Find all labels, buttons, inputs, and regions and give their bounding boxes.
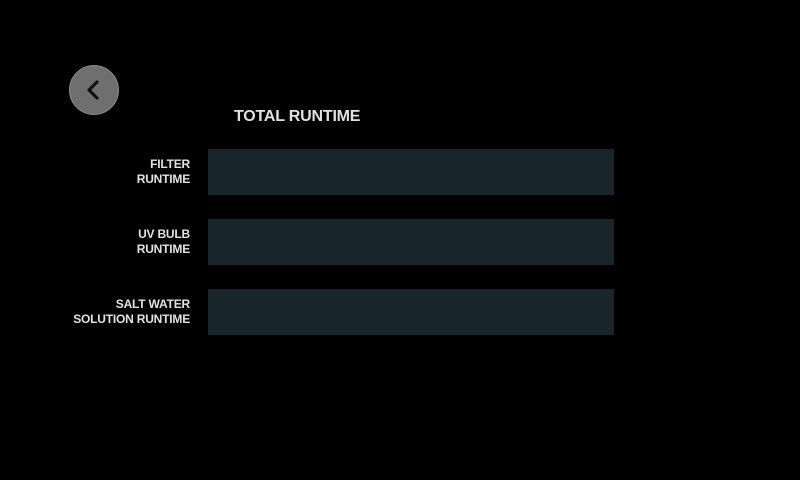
back-button[interactable] [69,65,119,115]
page-title: TOTAL RUNTIME [234,108,361,125]
filter-runtime-value [208,149,614,195]
salt-water-runtime-label-line1: SALT WATER [115,297,190,311]
filter-runtime-label: FILTER RUNTIME [20,157,190,187]
filter-runtime-label-line1: FILTER [150,157,190,171]
uv-bulb-runtime-label-line2: RUNTIME [136,242,190,256]
uv-bulb-runtime-label: UV BULB RUNTIME [20,227,190,257]
uv-bulb-runtime-label-line1: UV BULB [138,227,190,241]
salt-water-runtime-label-line2: SOLUTION RUNTIME [73,312,190,326]
salt-water-runtime-value [208,289,614,335]
salt-water-runtime-label: SALT WATER SOLUTION RUNTIME [20,297,190,327]
chevron-left-icon [87,80,99,100]
filter-runtime-label-line2: RUNTIME [136,172,190,186]
uv-bulb-runtime-value [208,219,614,265]
